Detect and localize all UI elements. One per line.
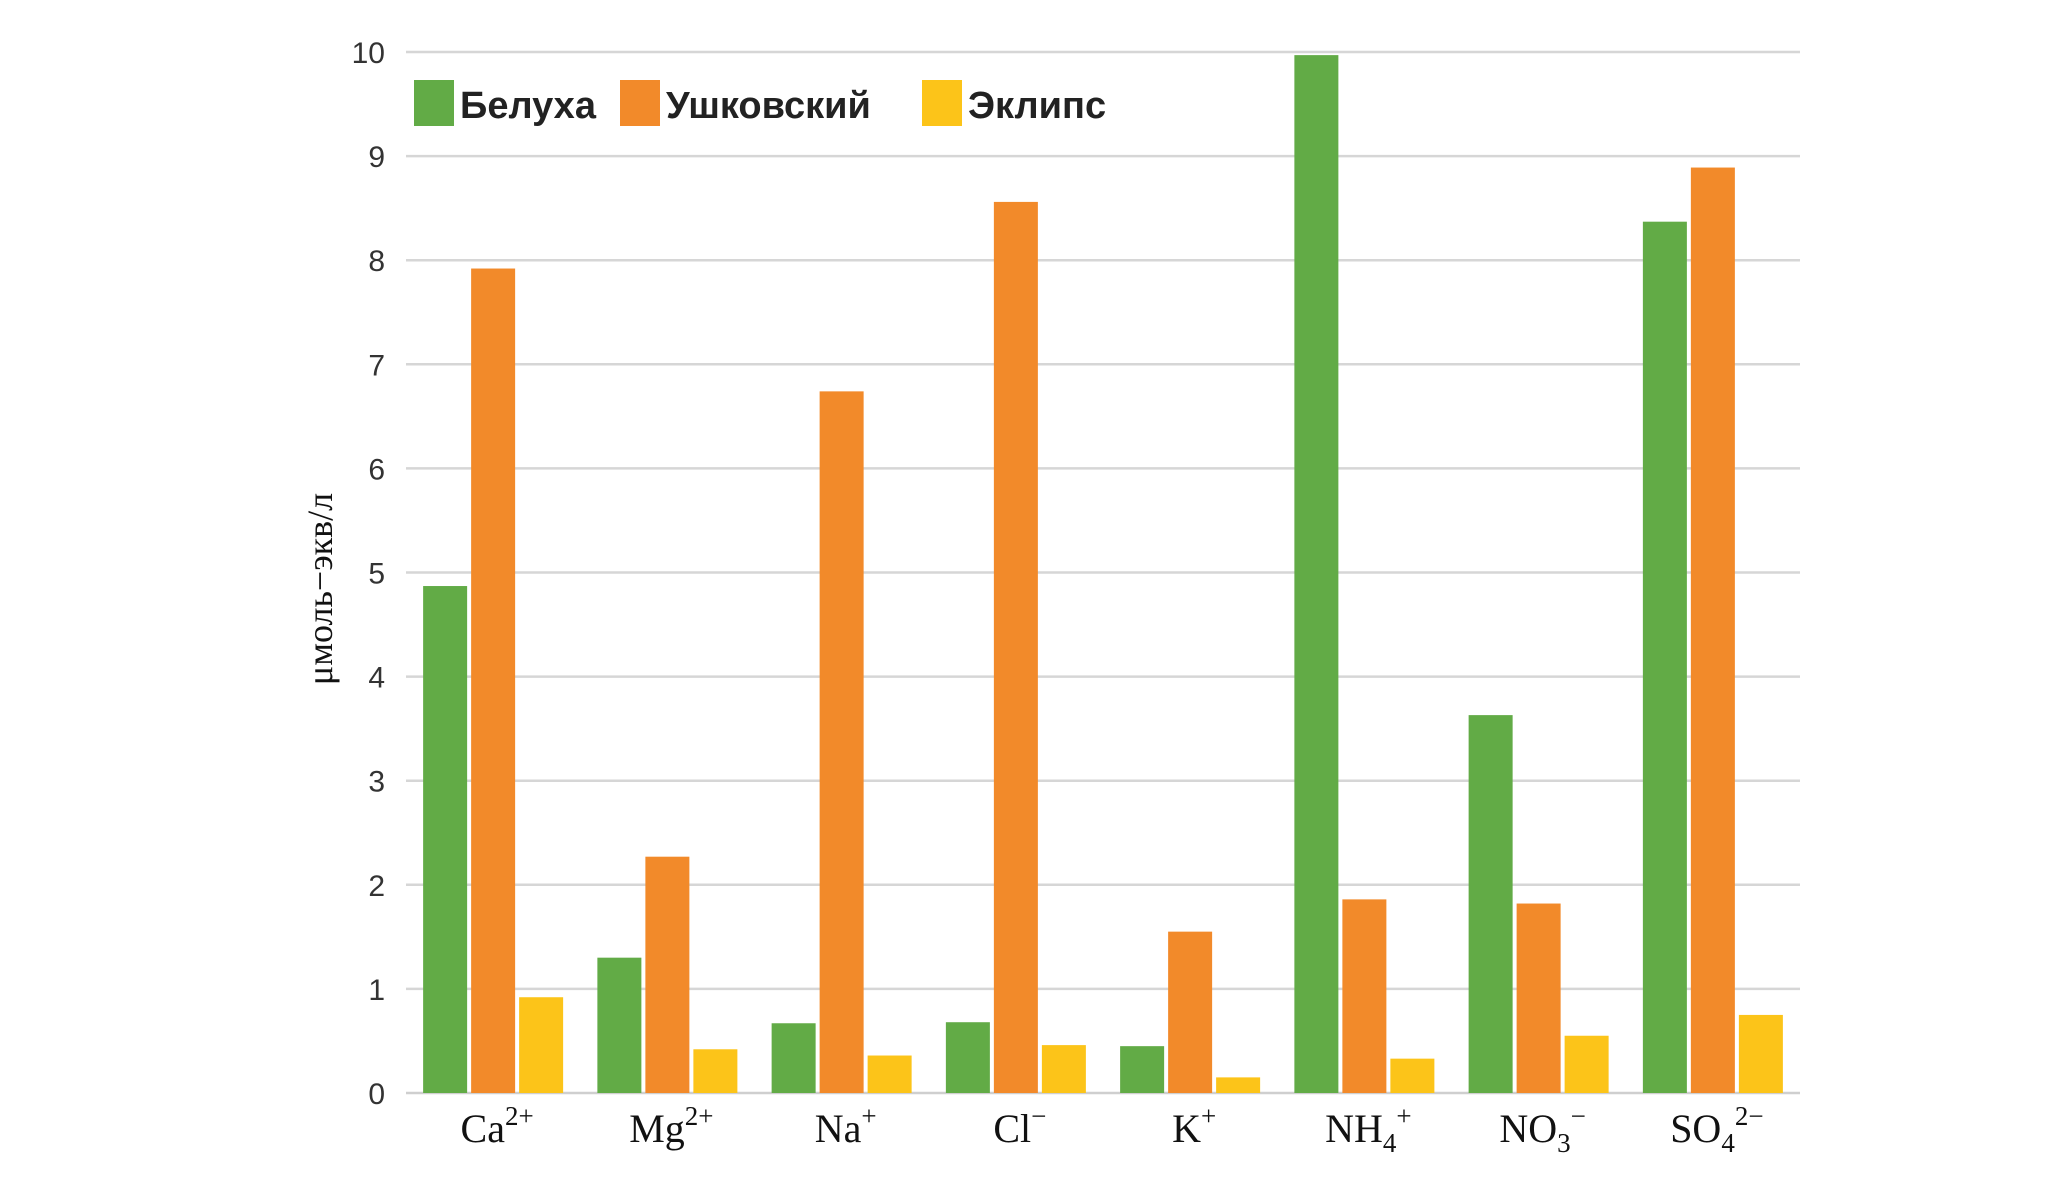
bar-Эклипс-Ca2+ <box>519 997 564 1093</box>
bar-Эклипс-Mg2+ <box>693 1049 738 1093</box>
y-tick-label: 5 <box>368 558 385 591</box>
bar-Ушковский-NO3− <box>1516 903 1561 1093</box>
bar-Ушковский-Na+ <box>819 391 864 1094</box>
x-axis-categories: Ca2+ Mg2+ Na+ Cl− K+ NH4+ NO3− SO42− <box>461 1101 1764 1158</box>
bar-Ушковский-Ca2+ <box>471 268 516 1093</box>
y-tick-label: 3 <box>368 766 385 799</box>
x-category-label: SO42− <box>1670 1101 1763 1158</box>
bar-Эклипс-NH4+ <box>1390 1058 1435 1093</box>
bar-Белуха-Cl− <box>945 1022 990 1093</box>
legend-label: Ушковский <box>666 85 871 127</box>
y-tick-label: 0 <box>368 1078 385 1111</box>
y-tick-label: 1 <box>368 974 385 1007</box>
y-tick-label: 7 <box>368 349 385 382</box>
y-axis-ticks: 0 1 2 3 4 5 6 7 8 9 10 <box>352 37 385 1111</box>
y-tick-label: 4 <box>368 662 385 695</box>
bar-Белуха-Na+ <box>771 1023 816 1093</box>
legend: Белуха Ушковский Эклипс <box>414 80 1106 127</box>
bar-Ушковский-NH4+ <box>1342 899 1387 1093</box>
bar-Эклипс-Cl− <box>1041 1045 1086 1093</box>
legend-swatch-Эклипс <box>922 80 962 126</box>
bar-Белуха-SO42− <box>1642 221 1687 1094</box>
bar-Эклипс-SO42− <box>1738 1014 1783 1093</box>
x-category-label: Na+ <box>815 1101 877 1151</box>
x-category-label: Cl− <box>993 1101 1046 1151</box>
bar-Белуха-NO3− <box>1468 715 1513 1093</box>
y-tick-label: 8 <box>368 245 385 278</box>
bar-Белуха-NH4+ <box>1294 55 1339 1093</box>
gridlines <box>406 50 1800 1095</box>
y-axis-label: μмоль−экв/л <box>300 493 340 685</box>
y-tick-label: 9 <box>368 141 385 174</box>
x-category-label: Mg2+ <box>629 1101 713 1151</box>
x-category-label: Ca2+ <box>461 1101 534 1151</box>
bar-Эклипс-Na+ <box>867 1055 912 1093</box>
bar-Ушковский-SO42− <box>1690 167 1735 1093</box>
bars <box>423 55 1783 1094</box>
bar-Ушковский-Mg2+ <box>645 856 690 1093</box>
bar-Белуха-Mg2+ <box>597 957 642 1093</box>
bar-Белуха-K+ <box>1120 1046 1165 1093</box>
bar-Эклипс-NO3− <box>1564 1035 1609 1093</box>
bar-Ушковский-Cl− <box>993 201 1038 1094</box>
y-tick-label: 10 <box>352 37 385 70</box>
bar-Эклипс-K+ <box>1216 1077 1261 1093</box>
bar-Ушковский-K+ <box>1168 931 1213 1093</box>
legend-label: Эклипс <box>968 85 1106 127</box>
x-category-label: NH4+ <box>1325 1101 1412 1158</box>
legend-label: Белуха <box>460 85 597 127</box>
legend-swatch-Ушковский <box>620 80 660 126</box>
x-category-label: K+ <box>1172 1101 1216 1151</box>
y-tick-label: 6 <box>368 453 385 486</box>
x-category-label: NO3− <box>1499 1101 1586 1158</box>
y-tick-label: 2 <box>368 870 385 903</box>
bar-Белуха-Ca2+ <box>423 586 468 1093</box>
legend-swatch-Белуха <box>414 80 454 126</box>
